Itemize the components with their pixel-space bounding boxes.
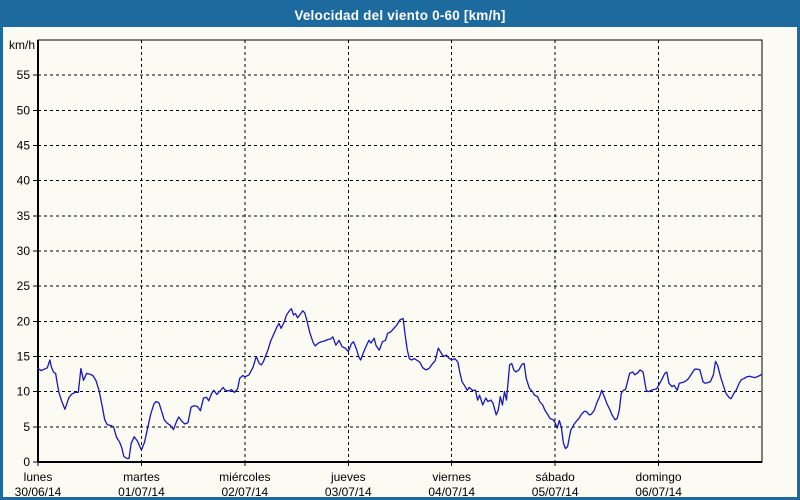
x-axis-weekday-label: miércoles (219, 470, 270, 484)
x-axis-weekday-label: martes (123, 470, 160, 484)
y-axis-unit-label: km/h (9, 38, 35, 52)
y-axis-label: 25 (17, 279, 31, 293)
y-axis-label: 0 (23, 455, 30, 469)
x-axis-date-label: 30/06/14 (15, 485, 62, 497)
y-axis-label: 30 (17, 244, 31, 258)
wind-speed-series-line (37, 308, 763, 460)
y-axis-label: 45 (17, 139, 31, 153)
title-bar: Velocidad del viento 0-60 [km/h] (3, 3, 797, 27)
y-axis-label: 5 (23, 420, 30, 434)
y-axis-label: 40 (17, 174, 31, 188)
y-axis-label: 35 (17, 209, 31, 223)
x-axis-weekday-label: viernes (432, 470, 471, 484)
y-axis-label: 10 (17, 385, 31, 399)
x-axis-date-label: 01/07/14 (118, 485, 165, 497)
x-axis-date-label: 04/07/14 (428, 485, 475, 497)
x-axis-date-label: 02/07/14 (221, 485, 268, 497)
y-axis-label: 20 (17, 314, 31, 328)
y-axis-label: 15 (17, 350, 31, 364)
x-axis-weekday-label: lunes (24, 470, 53, 484)
x-axis-weekday-label: domingo (636, 470, 682, 484)
chart-title: Velocidad del viento 0-60 [km/h] (294, 7, 506, 23)
y-axis-label: 55 (17, 68, 31, 82)
y-axis-label: 50 (17, 103, 31, 117)
x-axis-date-label: 06/07/14 (635, 485, 682, 497)
x-axis-weekday-label: sábado (535, 470, 575, 484)
x-axis-weekday-label: jueves (330, 470, 366, 484)
x-axis-date-label: 03/07/14 (325, 485, 372, 497)
x-axis-date-label: 05/07/14 (532, 485, 579, 497)
